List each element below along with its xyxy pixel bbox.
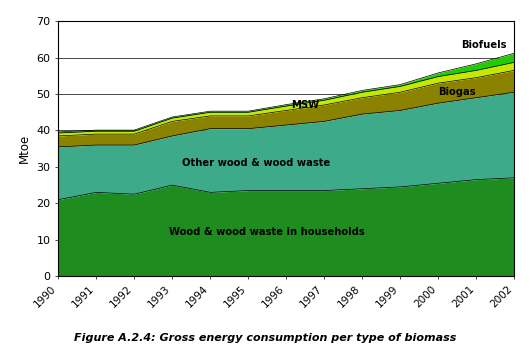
Text: Other wood & wood waste: Other wood & wood waste [182, 158, 330, 168]
Text: Wood & wood waste in households: Wood & wood waste in households [169, 227, 365, 238]
Y-axis label: Mtoe: Mtoe [18, 134, 31, 163]
Text: Biogas: Biogas [438, 87, 476, 97]
Text: MSW: MSW [291, 100, 319, 110]
Text: Biofuels: Biofuels [461, 40, 507, 50]
Text: Figure A.2.4: Gross energy consumption per type of biomass: Figure A.2.4: Gross energy consumption p… [74, 333, 456, 343]
